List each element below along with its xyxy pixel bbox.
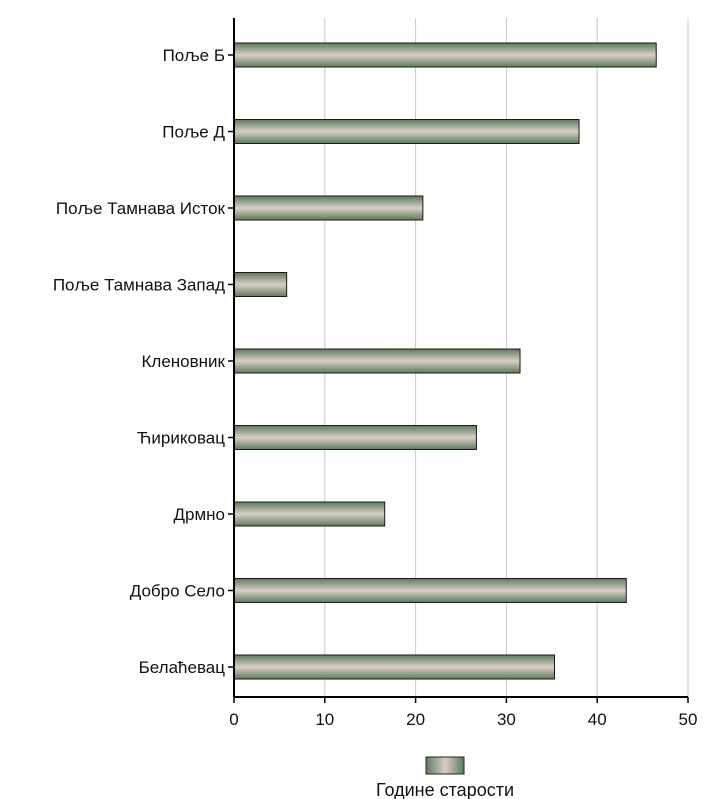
x-tick-label: 20 [406, 710, 425, 729]
x-tick-labels: 0 10 20 30 40 50 [229, 710, 697, 729]
bar [233, 425, 477, 450]
category-label: Добро Село [130, 582, 225, 601]
x-tick-label: 10 [315, 710, 334, 729]
bar [233, 272, 288, 297]
category-label: Поље Тамнава Запад [53, 276, 225, 295]
legend-label: Године старости [376, 780, 514, 799]
category-label: Белаћевац [139, 658, 226, 677]
category-label: Дрмно [174, 505, 226, 524]
x-tick-label: 40 [588, 710, 607, 729]
x-tick-label: 0 [229, 710, 238, 729]
bar [233, 348, 521, 374]
bar [233, 42, 657, 68]
bar [233, 119, 580, 144]
category-label: Кленовник [142, 352, 226, 371]
legend-swatch [425, 756, 465, 775]
x-tick-label: 50 [679, 710, 698, 729]
category-label: Поље Тамнава Исток [56, 199, 226, 218]
bar [233, 578, 627, 603]
category-label: Ћириковац [137, 429, 225, 448]
bar [233, 501, 386, 527]
bars [233, 42, 657, 680]
bar [233, 654, 556, 680]
bar [233, 195, 424, 221]
legend: Године старости [376, 756, 514, 799]
category-label: Поље Б [163, 46, 225, 65]
x-tick-label: 30 [497, 710, 516, 729]
category-label: Поље Д [162, 123, 225, 142]
axes [228, 18, 689, 703]
category-labels: Поље Б Поље Д Поље Тамнава Исток Поље Тамна… [53, 46, 226, 677]
